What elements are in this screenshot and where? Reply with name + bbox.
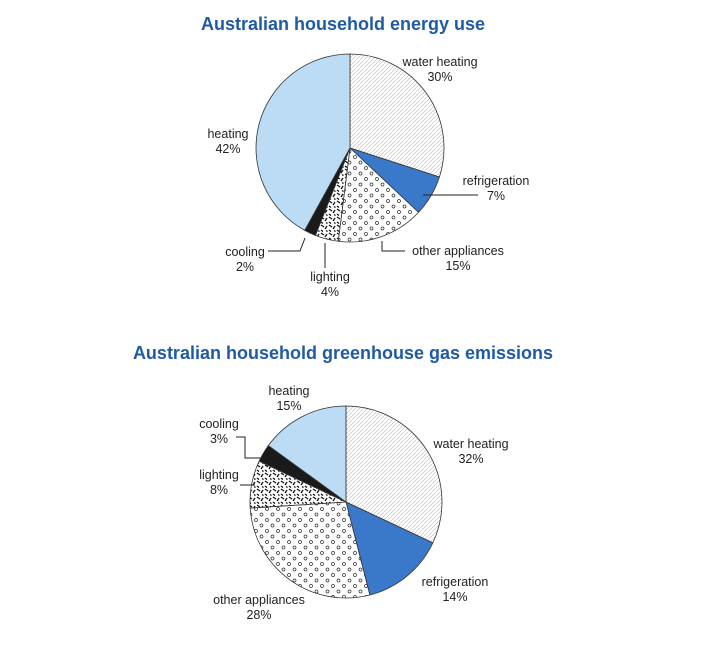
- slice-value-label: 28%: [246, 608, 271, 622]
- slice-value-label: 4%: [321, 285, 339, 299]
- label-refrigeration: refrigeration 7%: [423, 174, 529, 203]
- pie-slice-other-appliances: [249, 501, 371, 599]
- slice-value-label: 14%: [442, 590, 467, 604]
- pie-slice-other-appliances: [337, 147, 420, 243]
- slice-value-label: 32%: [458, 452, 483, 466]
- slice-label: water heating: [401, 55, 477, 69]
- chart-title: Australian household energy use: [201, 14, 485, 34]
- slice-label: other appliances: [213, 593, 305, 607]
- pie-slice-water-heating: [345, 405, 443, 544]
- slice-value-label: 2%: [236, 260, 254, 274]
- chart-title: Australian household greenhouse gas emis…: [133, 343, 553, 363]
- slice-label: water heating: [432, 437, 508, 451]
- slice-value-label: 42%: [215, 142, 240, 156]
- label-cooling: cooling 3%: [199, 417, 268, 459]
- pie-slice-refrigeration: [345, 501, 434, 596]
- slice-label: cooling: [199, 417, 239, 431]
- slice-value-label: 7%: [487, 189, 505, 203]
- label-water-heating: water heating 30%: [401, 55, 477, 84]
- label-lighting: lighting 8%: [199, 468, 255, 497]
- label-refrigeration: refrigeration 14%: [422, 575, 489, 604]
- label-lighting: lighting 4%: [310, 243, 350, 299]
- slice-label: heating: [268, 384, 309, 398]
- leader-line: [381, 241, 405, 252]
- label-heating: heating 15%: [268, 384, 309, 413]
- leader-line: [236, 436, 268, 459]
- energy-use-chart: Australian household energy use water he…: [201, 14, 529, 299]
- emissions-pie: [249, 405, 443, 599]
- emissions-chart: Australian household greenhouse gas emis…: [133, 343, 553, 622]
- slice-value-label: 8%: [210, 483, 228, 497]
- pie-slice-heating: [267, 405, 347, 503]
- slice-label: refrigeration: [422, 575, 489, 589]
- slice-value-label: 15%: [445, 259, 470, 273]
- slice-label: cooling: [225, 245, 265, 259]
- slice-value-label: 15%: [276, 399, 301, 413]
- slice-label: refrigeration: [463, 174, 530, 188]
- slice-label: lighting: [310, 270, 350, 284]
- pie-slice-water-heating: [349, 53, 445, 178]
- label-other-appliances: other appliances 15%: [381, 241, 504, 273]
- energy-use-pie: [255, 53, 445, 243]
- slice-value-label: 30%: [427, 70, 452, 84]
- slice-value-label: 3%: [210, 432, 228, 446]
- label-water-heating: water heating 32%: [432, 437, 508, 466]
- label-other-appliances: other appliances 28%: [213, 593, 305, 622]
- slice-label: heating: [207, 127, 248, 141]
- label-cooling: cooling 2%: [225, 237, 306, 274]
- label-heating: heating 42%: [207, 127, 248, 156]
- leader-line: [268, 237, 306, 252]
- slice-label: other appliances: [412, 244, 504, 258]
- slice-label: lighting: [199, 468, 239, 482]
- pie-slice-heating: [255, 53, 351, 231]
